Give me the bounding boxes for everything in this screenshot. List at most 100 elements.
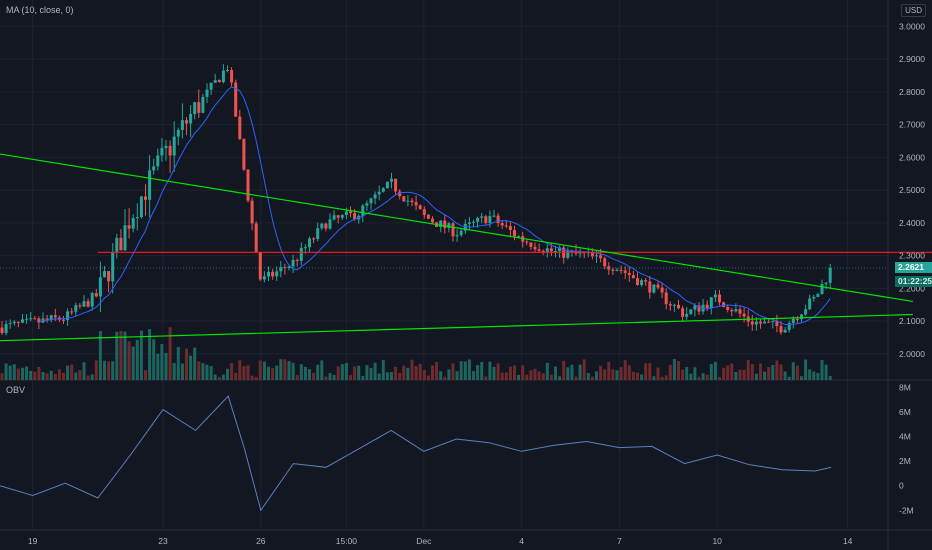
volume-bar: [631, 371, 635, 380]
candle-body: [90, 293, 94, 307]
volume-bar: [562, 360, 566, 380]
y-tick-label: 2.3000: [899, 251, 925, 261]
volume-bar: [365, 365, 369, 380]
candle-body: [12, 321, 16, 324]
candle-body: [660, 287, 664, 293]
indicator-label[interactable]: MA (10, close, 0): [6, 5, 74, 15]
candle-body: [115, 237, 119, 252]
volume-bar: [57, 369, 61, 380]
volume-bar: [205, 364, 209, 380]
candle-body: [763, 321, 767, 324]
candle-body: [422, 209, 426, 215]
volume-bar: [713, 361, 717, 380]
volume-bar: [463, 361, 467, 380]
candle-body: [537, 249, 541, 251]
volume-bar: [324, 376, 328, 380]
candle-body: [689, 309, 693, 314]
candle-body: [406, 200, 410, 202]
candle-body: [168, 145, 172, 156]
volume-bar: [627, 365, 631, 380]
volume-bar: [156, 353, 160, 380]
candle-body: [824, 282, 828, 285]
candle-body: [607, 266, 611, 270]
obv-indicator-label[interactable]: OBV: [6, 385, 26, 395]
volume-bar: [570, 364, 574, 380]
volume-bar: [508, 366, 512, 380]
volume-bar: [496, 363, 500, 380]
volume-bar: [406, 367, 410, 380]
volume-bar: [754, 373, 758, 380]
candle-body: [254, 223, 258, 253]
volume-bar: [800, 376, 803, 380]
candle-body: [652, 284, 656, 293]
volume-bar: [291, 362, 295, 380]
candle-body: [463, 223, 467, 231]
volume-bar: [816, 373, 820, 380]
volume-bar: [558, 376, 562, 380]
candle-body: [152, 166, 156, 171]
volume-bar: [459, 361, 463, 380]
candle-body: [246, 169, 250, 201]
volume-bar: [353, 366, 357, 380]
volume-bar: [443, 376, 447, 380]
volume-bar: [451, 363, 455, 380]
volume-bar: [328, 373, 332, 380]
candle-body: [53, 315, 57, 318]
candle-body: [467, 222, 471, 224]
candle-body: [664, 292, 668, 305]
candle-body: [754, 321, 758, 325]
volume-bar: [29, 370, 33, 380]
volume-bar: [74, 372, 78, 380]
candle-body: [205, 89, 209, 97]
volume-bar: [537, 371, 541, 380]
volume-bar: [500, 372, 504, 380]
currency-label[interactable]: USD: [901, 4, 926, 17]
candle-body: [426, 214, 430, 219]
candle-body: [98, 277, 102, 297]
volume-bar: [410, 359, 414, 380]
volume-bar: [103, 360, 106, 380]
volume-bar: [771, 364, 775, 380]
y-tick-label: 2.8000: [899, 87, 925, 97]
candle-body: [697, 305, 701, 312]
candlesticks[interactable]: [0, 64, 832, 336]
candle-body: [213, 80, 217, 83]
volume-bar: [730, 363, 734, 380]
candle-body: [631, 275, 635, 279]
volume-bar: [275, 365, 279, 380]
candle-body: [541, 250, 545, 253]
volume-bar: [131, 346, 135, 380]
volume-bar: [599, 365, 603, 380]
volume-bar: [640, 374, 644, 380]
candle-body: [336, 215, 340, 218]
candle-body: [693, 305, 697, 310]
volume-bar: [549, 374, 553, 380]
volume-bar: [189, 355, 193, 380]
candle-body: [767, 321, 771, 323]
obv-tick-label: 2M: [899, 456, 911, 466]
candle-body: [804, 309, 808, 315]
volume-bar: [488, 361, 492, 380]
volume-bar: [299, 364, 303, 380]
candle-body: [418, 205, 422, 210]
volume-bar: [709, 364, 713, 380]
candle-body: [111, 251, 115, 282]
volume-bar: [541, 373, 545, 380]
candle-body: [82, 301, 86, 307]
volume-bar: [78, 369, 82, 380]
volume-bar: [595, 371, 598, 380]
candle-body: [627, 272, 631, 276]
volume-bar: [279, 359, 283, 380]
volume-bar: [303, 366, 307, 380]
volume-bar: [209, 366, 213, 380]
obv-panel: [0, 395, 832, 512]
candle-body: [70, 311, 74, 313]
candle-body: [66, 311, 70, 320]
volume-bar: [644, 363, 648, 380]
x-tick-label: 4: [519, 536, 524, 546]
y-tick-label: 2.7000: [899, 120, 925, 130]
candle-body: [500, 223, 504, 226]
candle-body: [131, 218, 135, 229]
